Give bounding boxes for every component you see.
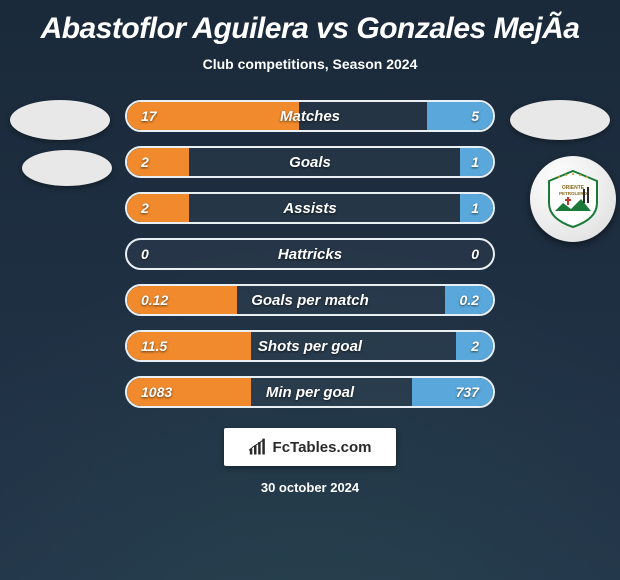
stat-value-right: 1 [433, 154, 493, 170]
stat-row: 2Goals1 [125, 146, 495, 178]
player-left-badge-2 [22, 150, 112, 186]
stat-row: 17Matches5 [125, 100, 495, 132]
stat-value-left: 1083 [127, 384, 187, 400]
stat-rows: 17Matches52Goals12Assists10Hattricks00.1… [125, 100, 495, 408]
stat-row: 0.12Goals per match0.2 [125, 284, 495, 316]
stat-value-right: 0 [433, 246, 493, 262]
stat-label: Hattricks [187, 246, 433, 263]
comparison-card: Abastoflor Aguilera vs Gonzales MejÃ­a C… [0, 0, 620, 580]
footer-brand-text: FcTables.com [273, 439, 372, 456]
stat-value-left: 0 [127, 246, 187, 262]
stat-value-left: 2 [127, 154, 187, 170]
stat-label: Shots per goal [187, 338, 433, 355]
stat-label: Matches [187, 108, 433, 125]
stat-label: Assists [187, 200, 433, 217]
stat-row: 2Assists1 [125, 192, 495, 224]
stat-value-right: 1 [433, 200, 493, 216]
footer-date: 30 october 2024 [0, 480, 620, 495]
stat-label: Goals per match [187, 292, 433, 309]
subtitle: Club competitions, Season 2024 [0, 56, 620, 72]
stat-row: 1083Min per goal737 [125, 376, 495, 408]
stat-value-left: 0.12 [127, 292, 187, 308]
stat-value-right: 2 [433, 338, 493, 354]
stat-value-right: 737 [433, 384, 493, 400]
stat-row: 0Hattricks0 [125, 238, 495, 270]
player-right-badge-1 [510, 100, 610, 140]
stat-value-left: 17 [127, 108, 187, 124]
stat-value-left: 11.5 [127, 338, 187, 354]
stats-area: ORIENTE PETROLERO 17Matches52Goals12Assi… [0, 100, 620, 408]
stat-label: Goals [187, 154, 433, 171]
club-crest-right: ORIENTE PETROLERO [530, 156, 616, 242]
stat-value-right: 0.2 [433, 292, 493, 308]
stat-label: Min per goal [187, 384, 433, 401]
stat-value-left: 2 [127, 200, 187, 216]
bar-chart-icon [249, 438, 269, 456]
player-left-badge-1 [10, 100, 110, 140]
page-title: Abastoflor Aguilera vs Gonzales MejÃ­a [0, 12, 620, 46]
club-crest-icon: ORIENTE PETROLERO [541, 167, 605, 231]
stat-value-right: 5 [433, 108, 493, 124]
footer-logo[interactable]: FcTables.com [224, 428, 396, 466]
stat-row: 11.5Shots per goal2 [125, 330, 495, 362]
